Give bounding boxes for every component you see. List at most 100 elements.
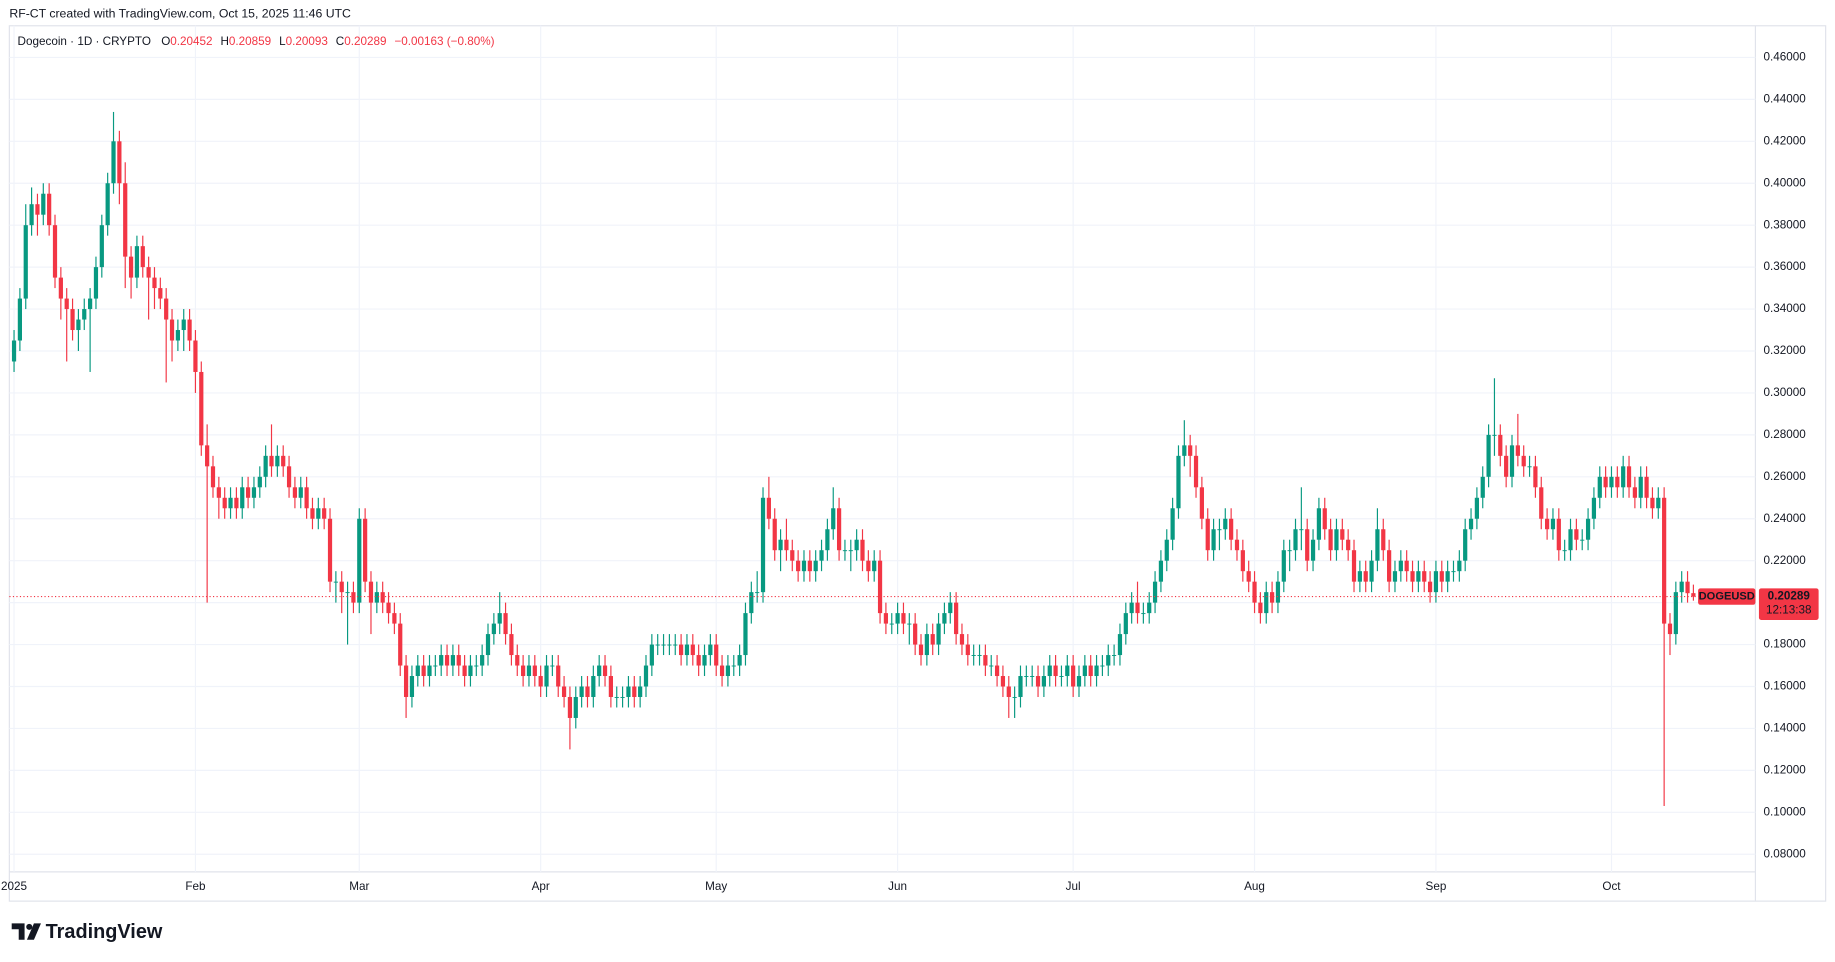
candle-body (1334, 529, 1339, 551)
candle-body (310, 508, 315, 519)
candle-body (848, 550, 853, 552)
candle-body (88, 298, 93, 310)
candle-body (1609, 476, 1614, 488)
candle-body (245, 487, 251, 498)
candle-body (714, 644, 719, 666)
candle-body (1340, 529, 1345, 540)
candle-body (357, 518, 362, 603)
candle-body (854, 539, 859, 551)
candle-body (836, 508, 842, 551)
candle-body (749, 592, 754, 614)
candle-body (1562, 550, 1567, 552)
candle-body (52, 225, 58, 278)
candle-body (825, 529, 830, 551)
candle-body (696, 655, 701, 666)
candle-body (64, 298, 69, 310)
legend-o-label: O (161, 35, 170, 48)
candle-body (1123, 613, 1128, 635)
candle-body (1650, 497, 1655, 509)
candle-body (1047, 665, 1052, 677)
x-tick-label: Aug (1244, 880, 1265, 893)
candle-body (509, 634, 514, 656)
candle-body (403, 665, 409, 697)
candle-body (778, 539, 783, 551)
legend-low: 0.20093 (286, 35, 328, 48)
candle-body (866, 560, 871, 572)
candle-body (433, 665, 438, 667)
candle-body (538, 676, 543, 687)
candle-body (117, 141, 122, 184)
candle-body (70, 309, 75, 331)
candle-body (1691, 593, 1696, 597)
candle-body (1439, 571, 1444, 582)
candle-body (813, 560, 818, 572)
candle-body (1030, 676, 1035, 677)
candle-body (439, 655, 444, 666)
candle-body (1468, 518, 1474, 530)
attribution: RF-CT created with TradingView.com, Oct … (9, 6, 351, 20)
candle-body (626, 686, 631, 697)
candle-body (35, 204, 40, 215)
brand-logo (11, 923, 41, 940)
candle-body (515, 655, 520, 666)
legend-l-label: L (279, 35, 286, 48)
y-tick-label: 0.46000 (1763, 51, 1806, 64)
legend-c-label: C (336, 35, 344, 48)
candle-body (29, 204, 34, 226)
candle-body (1387, 550, 1392, 582)
candle-body (1662, 497, 1667, 624)
candle-body (819, 550, 824, 561)
candle-body (1667, 623, 1673, 635)
candle-body (521, 665, 526, 677)
candle-body (673, 644, 678, 646)
candle-body (1094, 665, 1099, 677)
y-tick-label: 0.14000 (1763, 722, 1806, 735)
candle-body (1065, 665, 1070, 677)
candle-body (193, 340, 198, 372)
x-tick-label: Sep (1426, 880, 1447, 893)
candle-body (1574, 529, 1579, 540)
candle-body (1451, 571, 1456, 573)
candle-body (1258, 602, 1263, 614)
candle-body (1457, 560, 1462, 572)
candle-body (532, 665, 537, 677)
candle-body (1433, 571, 1439, 593)
candle-body (327, 518, 333, 582)
candle-body (1521, 455, 1526, 467)
candle-body (743, 613, 748, 656)
candle-body (47, 193, 52, 226)
candle-body (386, 602, 391, 614)
candle-body (1252, 581, 1257, 603)
candle-body (678, 644, 684, 656)
candle-body (632, 686, 637, 697)
candle-body (76, 319, 81, 331)
candle-body (790, 550, 795, 561)
candle-body (690, 644, 695, 656)
candle-body (1504, 455, 1509, 477)
candle-body (1597, 476, 1602, 498)
candle-body (772, 518, 777, 551)
candle-body (222, 497, 227, 509)
candle-body (994, 665, 1000, 677)
candle-body (649, 644, 654, 666)
candle-body (1193, 455, 1199, 488)
candle-body (1351, 550, 1357, 582)
candle-body (1486, 434, 1491, 477)
candle-body (462, 665, 467, 677)
candle-body (1170, 508, 1175, 540)
candle-body (1106, 655, 1111, 666)
candle-body (1416, 571, 1421, 582)
candle-body (842, 550, 848, 552)
candle-body (567, 696, 573, 718)
candle-body (971, 655, 976, 656)
candle-body (796, 560, 801, 572)
candle-body (1217, 529, 1222, 531)
candle-body (1006, 686, 1011, 697)
candle-body (924, 634, 929, 656)
candle-body (491, 623, 496, 635)
candle-body (725, 665, 731, 677)
candle-body (1000, 676, 1006, 687)
y-tick-label: 0.40000 (1763, 176, 1806, 189)
candle-body (1240, 550, 1245, 572)
candle-body (597, 665, 602, 677)
